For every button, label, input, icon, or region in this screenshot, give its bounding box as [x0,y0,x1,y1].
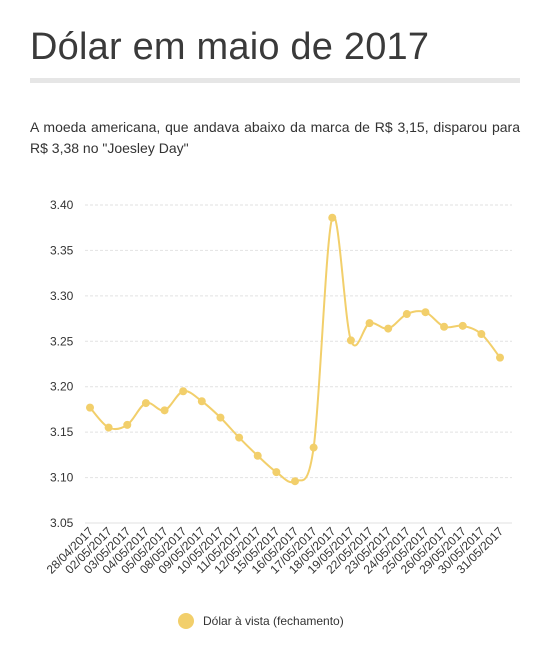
data-point [235,433,244,442]
data-point [440,322,449,331]
y-tick-label: 3.25 [50,334,74,348]
data-point [402,310,411,319]
legend-label: Dólar à vista (fechamento) [203,614,344,628]
y-tick-label: 3.05 [50,516,74,530]
y-tick-label: 3.30 [50,289,74,303]
data-point [104,423,113,432]
page-title: Dólar em maio de 2017 [30,26,430,68]
data-point [346,336,355,345]
data-point [123,420,132,429]
data-point [458,321,467,330]
y-tick-label: 3.10 [50,471,74,485]
data-point [384,324,393,333]
data-point [477,330,486,339]
data-point [216,413,225,422]
y-tick-label: 3.15 [50,425,74,439]
chart-subtitle: A moeda americana, que andava abaixo da … [30,119,520,156]
data-point [421,308,430,317]
data-point [160,406,169,415]
legend-marker [178,613,194,629]
data-point [291,477,299,486]
data-point [496,353,504,362]
data-point [253,451,262,460]
data-point [272,468,281,477]
y-tick-label: 3.40 [50,198,74,212]
data-point [179,387,188,396]
data-point [141,399,150,408]
data-point [365,319,374,328]
series-line [89,214,501,484]
data-point [328,213,337,222]
title-divider [30,78,520,83]
data-point [197,397,206,406]
y-tick-label: 3.20 [50,380,74,394]
y-tick-label: 3.35 [50,243,74,257]
data-point [309,443,318,452]
data-point [86,403,94,412]
